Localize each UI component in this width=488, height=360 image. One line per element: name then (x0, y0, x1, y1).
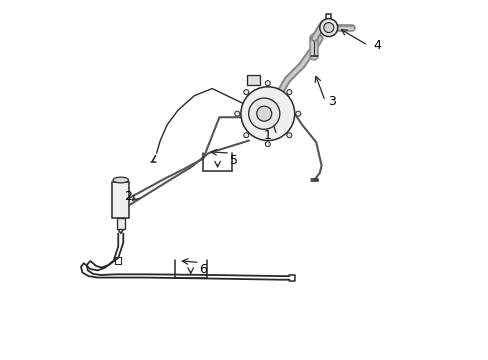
Circle shape (286, 90, 291, 95)
Bar (246, 75, 260, 85)
Circle shape (265, 141, 270, 147)
Circle shape (286, 133, 291, 138)
Circle shape (265, 81, 270, 86)
Circle shape (241, 87, 294, 140)
Text: 4: 4 (372, 39, 380, 52)
Circle shape (295, 111, 300, 116)
Bar (112, 182, 129, 218)
Circle shape (243, 133, 248, 138)
Text: 6: 6 (199, 263, 207, 276)
Bar (117, 218, 124, 229)
Circle shape (248, 98, 279, 129)
Circle shape (234, 111, 239, 116)
Text: 1: 1 (264, 129, 271, 142)
Text: 3: 3 (328, 95, 336, 108)
Circle shape (319, 19, 337, 37)
Circle shape (243, 90, 248, 95)
Text: 2: 2 (124, 190, 132, 203)
Circle shape (323, 23, 333, 33)
Ellipse shape (113, 177, 128, 183)
Text: 5: 5 (229, 154, 237, 167)
Circle shape (256, 106, 271, 121)
